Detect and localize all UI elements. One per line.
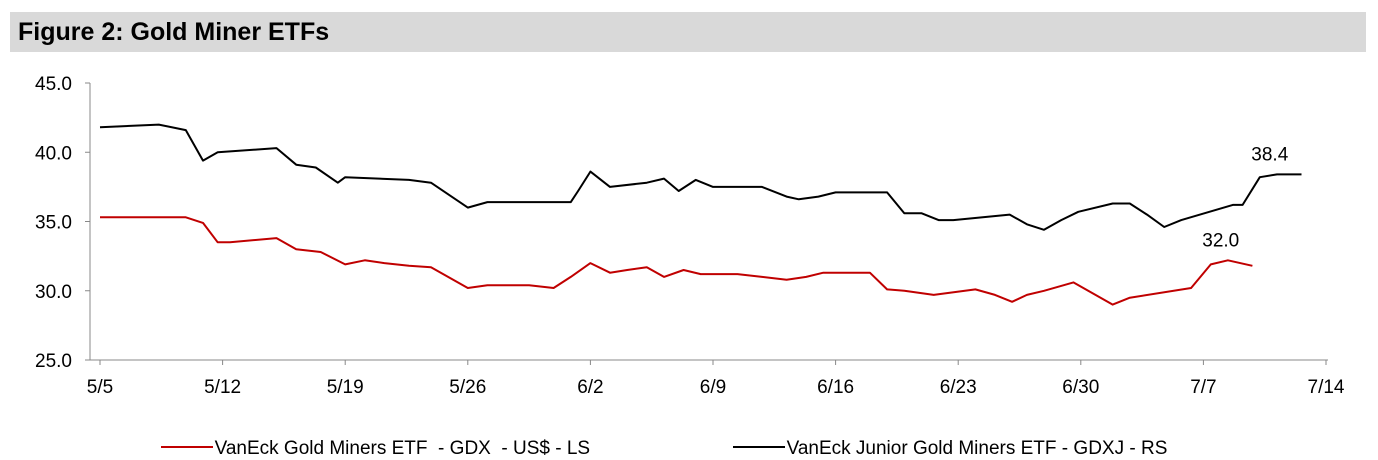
x-tick-label: 6/2 [577,377,603,398]
series-line-gdx [100,216,1253,306]
legend-item-gdx: VanEck Gold Miners ETF - GDX - US$ - LS [150,416,590,460]
x-tick-label: 5/5 [87,377,113,398]
x-tick-label: 5/12 [204,377,241,398]
legend-label-gdx: VanEck Gold Miners ETF - GDX - US$ - LS [214,438,591,459]
x-tick-label: 7/7 [1190,377,1216,398]
line-chart: 45.0 40.0 35.0 30.0 25.0 5/5 5/12 5/19 5/26 6/2 6/… [35,74,1345,398]
legend-label-gdxj: VanEck Junior Gold Miners ETF - GDXJ - R… [786,438,1168,459]
y-tick-label: 25.0 [35,351,72,372]
x-tick-label: 7/14 [1308,377,1345,398]
figure-title-bar: Figure 2: Gold Miner ETFs [10,12,1366,52]
x-tick-label: 5/19 [327,377,364,398]
figure-title: Figure 2: Gold Miner ETFs [18,18,330,46]
y-tick-label: 30.0 [35,282,72,303]
legend-item-gdxj: VanEck Junior Gold Miners ETF - GDXJ - R… [722,416,1167,460]
x-tick-label: 6/16 [817,377,854,398]
end-label-gdx: 32.0 [1202,230,1239,251]
legend-swatch-gdx [160,445,213,448]
y-tick-label: 35.0 [35,213,72,234]
y-tick-label: 45.0 [35,74,72,95]
series-line-gdxj [99,123,1302,231]
end-label-gdxj: 38.4 [1251,144,1288,165]
x-tick-label: 6/9 [700,377,726,398]
x-tick-label: 6/23 [940,377,977,398]
y-tick-label: 40.0 [35,143,72,164]
legend-swatch-gdxj [732,445,785,448]
x-tick-label: 6/30 [1062,377,1099,398]
x-tick-label: 5/26 [449,377,486,398]
